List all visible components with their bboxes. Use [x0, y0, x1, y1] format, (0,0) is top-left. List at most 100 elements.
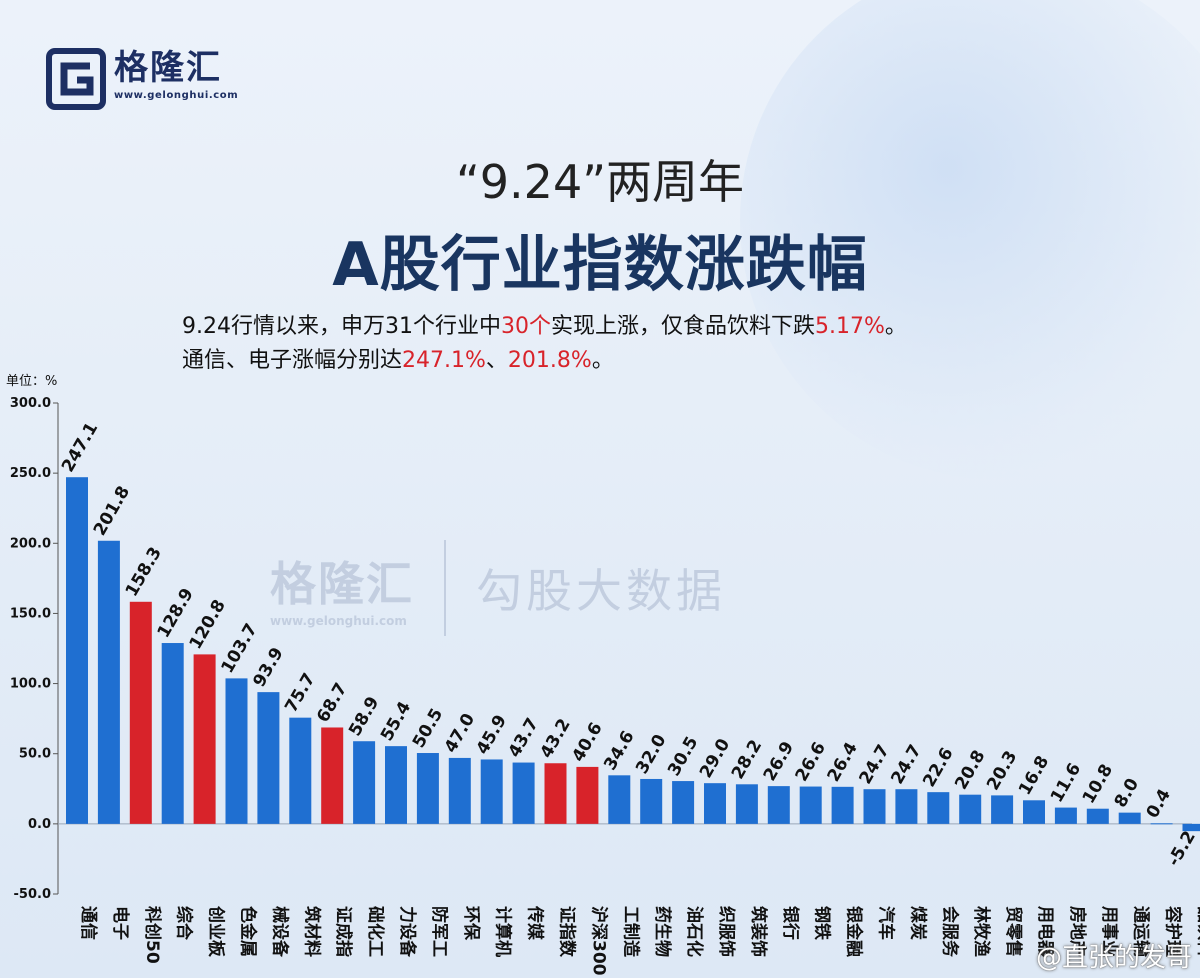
- description-segment: 247.1%: [402, 348, 486, 373]
- description-segment: 。: [591, 348, 614, 373]
- category-label: 会服务: [939, 906, 960, 958]
- description-line-2: 通信、电子涨幅分别达247.1%、201.8%。: [182, 342, 614, 374]
- bar: [895, 789, 918, 824]
- bar-value-label: 247.1: [58, 419, 102, 476]
- category-label: 计算机: [493, 906, 514, 957]
- category-label: 力设备: [397, 906, 418, 958]
- bar: [1054, 807, 1077, 824]
- category-label: 林牧渔: [971, 906, 992, 957]
- bar: [1182, 823, 1200, 832]
- bar: [1118, 812, 1141, 824]
- category-label: 用事业: [1099, 906, 1119, 957]
- category-label: 械设备: [269, 906, 290, 958]
- category-label: 用电器: [1035, 906, 1056, 958]
- unit-label: 单位：%: [6, 374, 58, 389]
- bar: [831, 786, 854, 824]
- bar-value-label: 26.6: [792, 739, 830, 785]
- bar-value-label: 29.0: [696, 735, 734, 781]
- category-label: 综合: [174, 906, 195, 941]
- title-line-1: “9.24”两周年: [455, 155, 745, 209]
- category-label: 科创50: [142, 906, 163, 964]
- bar: [289, 717, 312, 824]
- bar-value-label: 11.6: [1047, 760, 1085, 806]
- logo-url: www.gelonghui.com: [114, 90, 239, 101]
- brand-logo: 格隆汇 www.gelonghui.com: [46, 48, 238, 110]
- bar-value-label: 8.0: [1111, 775, 1143, 811]
- description-segment: 9.24行情以来，申万31个行业中: [182, 314, 501, 339]
- category-label: 汽车: [876, 906, 897, 940]
- title-line-2: A股行业指数涨跌幅: [332, 230, 868, 300]
- description-segment: 、: [485, 348, 508, 373]
- bar-value-label: 158.3: [122, 544, 166, 601]
- category-label: 银金融: [844, 906, 865, 957]
- bar-value-label: -5.2: [1164, 828, 1200, 870]
- watermark-divider: [444, 540, 446, 636]
- category-label: 沪深300: [588, 906, 609, 976]
- y-tick-label: 0.0: [28, 817, 51, 832]
- y-tick-label: 200.0: [10, 536, 51, 551]
- category-label: 环保: [461, 906, 482, 941]
- bar: [544, 763, 567, 824]
- watermark-brand: 格隆汇: [270, 557, 414, 611]
- category-label: 筑装饰: [748, 906, 769, 957]
- bar-value-label: 75.7: [281, 670, 319, 716]
- y-tick-label: 50.0: [19, 747, 51, 762]
- bar-value-label: 68.7: [313, 680, 351, 726]
- category-label: 础化工: [365, 906, 386, 957]
- bar-value-label: 103.7: [218, 620, 262, 677]
- category-label: 证成指: [333, 906, 354, 957]
- category-label: 房地产: [1067, 906, 1088, 957]
- description-segment: 5.17%: [815, 314, 885, 339]
- bar: [225, 678, 248, 824]
- y-tick-label: 100.0: [10, 677, 51, 692]
- description-line-1: 9.24行情以来，申万31个行业中30个实现上涨，仅食品饮料下跌5.17%。: [182, 308, 907, 340]
- description-segment: 30个: [500, 314, 551, 339]
- category-label: 贸零售: [1003, 906, 1024, 957]
- bar: [385, 746, 407, 824]
- description-segment: 实现上涨，仅食品饮料下跌: [550, 314, 815, 339]
- bar-value-label: 26.9: [760, 738, 798, 784]
- category-label: 银行: [780, 906, 801, 940]
- bar-value-label: 201.8: [90, 483, 134, 540]
- description-segment: 。: [884, 314, 907, 339]
- bar-value-label: 120.8: [186, 596, 230, 653]
- category-label: 容护理: [1163, 906, 1184, 957]
- bar: [704, 783, 726, 824]
- bar: [735, 784, 758, 824]
- category-label: 煤炭: [907, 906, 928, 940]
- bar: [959, 794, 982, 824]
- bar-value-label: 93.9: [249, 644, 287, 690]
- logo-name: 格隆汇: [114, 48, 222, 88]
- bar: [1086, 808, 1109, 824]
- category-label: 药生物: [652, 906, 673, 957]
- bar: [512, 762, 535, 824]
- bar: [672, 781, 695, 824]
- bar-value-label: 55.4: [377, 698, 415, 744]
- bar: [129, 601, 152, 824]
- bar: [1150, 823, 1173, 825]
- bar: [927, 792, 950, 824]
- category-label: 通运输: [1131, 906, 1152, 958]
- bar: [66, 477, 88, 824]
- category-label: 电子: [110, 906, 131, 940]
- credit-watermark: @直张的发哥: [1035, 943, 1192, 973]
- category-label: 证指数: [557, 906, 578, 958]
- category-label: 品饮料: [1195, 906, 1200, 957]
- bar: [991, 795, 1014, 824]
- bar: [321, 727, 344, 824]
- category-label: 织服饰: [716, 906, 737, 957]
- category-label: 工制造: [620, 906, 641, 958]
- category-label: 防军工: [429, 906, 450, 957]
- watermark: 格隆汇 www.gelonghui.com 勾股大数据: [270, 540, 726, 636]
- background-globe-decoration: [740, 0, 1200, 480]
- bar: [97, 540, 120, 824]
- bar: [480, 759, 503, 824]
- category-label: 筑材料: [301, 906, 322, 957]
- description-segment: 通信、电子涨幅分别达: [182, 348, 403, 373]
- watermark-url: www.gelonghui.com: [270, 614, 407, 628]
- bar: [448, 757, 471, 824]
- bar: [799, 786, 822, 824]
- bar: [863, 789, 886, 824]
- bar-value-label: 20.8: [951, 747, 989, 793]
- category-label: 油石化: [684, 906, 705, 957]
